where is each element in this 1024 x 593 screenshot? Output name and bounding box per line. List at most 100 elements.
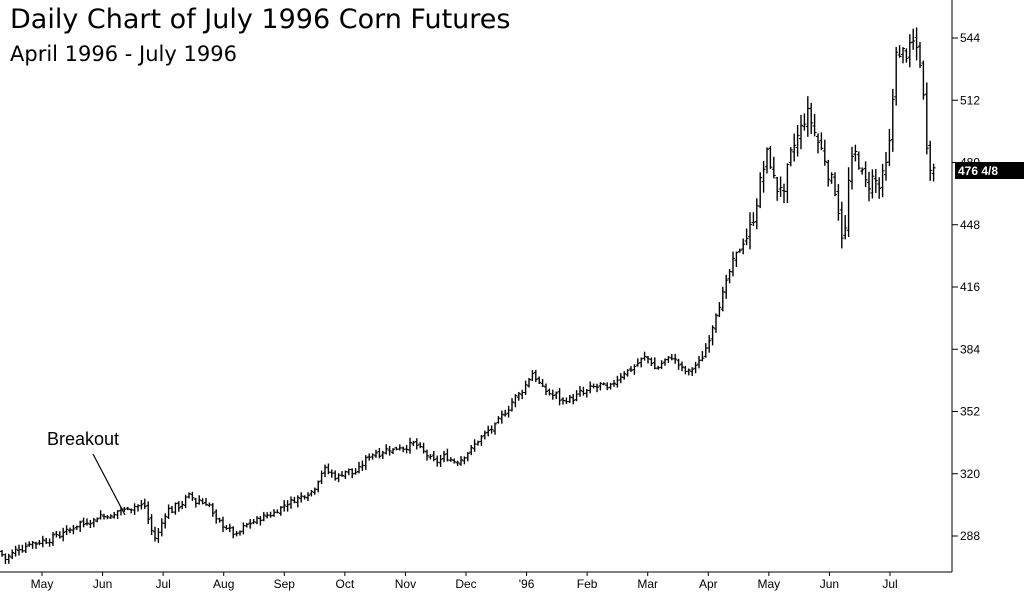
price-bar	[901, 47, 905, 64]
price-bar	[544, 383, 548, 396]
price-bar	[877, 177, 882, 199]
price-bar	[85, 518, 89, 526]
price-bar	[924, 82, 929, 155]
price-bar	[268, 511, 273, 518]
price-bar	[176, 501, 181, 512]
y-tick-label: 352	[960, 405, 980, 419]
price-bar	[550, 389, 555, 400]
x-tick-label: Aug	[213, 577, 234, 591]
price-bar	[346, 468, 351, 476]
price-bar	[527, 377, 531, 388]
price-bar	[744, 228, 749, 246]
price-bar	[557, 388, 562, 406]
price-bar	[323, 464, 327, 478]
price-bar	[3, 553, 8, 564]
price-bar	[520, 389, 525, 400]
price-bar	[748, 212, 752, 250]
price-bar	[163, 513, 168, 529]
price-bar	[622, 371, 627, 380]
price-bar	[761, 161, 766, 193]
price-bar	[30, 541, 35, 549]
price-bar	[890, 88, 895, 152]
price-bar	[894, 46, 899, 106]
price-bar	[928, 140, 933, 181]
price-bar	[54, 531, 59, 538]
price-bar	[700, 351, 705, 362]
price-bar	[448, 457, 453, 462]
x-tick-label: Feb	[577, 577, 598, 591]
price-bar	[911, 28, 916, 50]
price-bar	[809, 102, 814, 135]
price-bar	[105, 514, 110, 520]
price-bar	[863, 161, 868, 188]
price-bar	[564, 397, 569, 405]
price-bar	[829, 172, 834, 184]
price-bar	[6, 553, 11, 564]
price-bar	[98, 510, 103, 520]
price-bar	[472, 439, 477, 452]
price-bar	[673, 353, 678, 364]
price-bar	[710, 325, 715, 346]
price-bar	[782, 183, 786, 204]
x-tick-label: Mar	[637, 577, 658, 591]
price-bar	[788, 147, 793, 167]
price-bar	[210, 502, 215, 517]
price-bar	[897, 45, 902, 58]
price-callout-label: 476 4/8	[958, 164, 998, 178]
price-bar	[469, 444, 474, 456]
price-bar	[411, 440, 416, 447]
price-bar	[421, 442, 426, 454]
price-bar	[853, 144, 858, 162]
price-bar	[598, 382, 603, 391]
x-tick-label: May	[31, 577, 54, 591]
price-bar	[459, 456, 463, 466]
price-bar	[238, 530, 242, 536]
price-callout-box	[955, 162, 1024, 179]
price-bar	[0, 549, 4, 557]
price-bar	[329, 469, 334, 478]
y-tick-label: 384	[960, 342, 980, 356]
price-bar	[931, 163, 936, 182]
price-bar	[856, 151, 861, 170]
price-bar	[686, 368, 691, 376]
price-bar	[370, 453, 375, 460]
price-bar	[336, 473, 341, 483]
price-bar	[479, 434, 484, 446]
price-bar	[309, 490, 314, 497]
price-bar	[482, 430, 487, 440]
price-bar	[805, 96, 810, 137]
price-bar	[880, 163, 885, 198]
price-bar	[248, 519, 253, 529]
price-bar	[261, 511, 266, 522]
price-bar	[727, 269, 732, 284]
price-bar	[142, 498, 147, 509]
price-bar	[870, 169, 875, 199]
price-bar	[428, 454, 433, 460]
price-bar	[435, 455, 440, 467]
price-bar	[595, 383, 599, 393]
price-bar	[506, 405, 511, 418]
price-bar	[431, 450, 436, 462]
price-bar	[295, 495, 300, 508]
price-bar	[418, 442, 423, 449]
price-bar	[285, 500, 290, 512]
price-bar	[391, 448, 395, 455]
price-bar	[884, 151, 888, 181]
price-bar	[496, 416, 501, 424]
price-bar	[554, 391, 559, 400]
price-bar	[690, 367, 695, 376]
price-bar	[384, 444, 389, 455]
y-tick-label: 320	[960, 467, 980, 481]
price-bar	[503, 409, 508, 417]
price-bar	[387, 445, 392, 456]
price-bar	[149, 514, 154, 535]
price-bar	[404, 445, 409, 454]
price-bar	[737, 248, 742, 253]
price-bar	[720, 286, 725, 312]
price-bar	[822, 139, 827, 166]
price-bar	[200, 498, 205, 505]
price-bar	[816, 133, 820, 154]
price-bar	[697, 355, 701, 369]
price-bar	[13, 545, 18, 557]
breakout-annotation: Breakout	[47, 429, 126, 516]
